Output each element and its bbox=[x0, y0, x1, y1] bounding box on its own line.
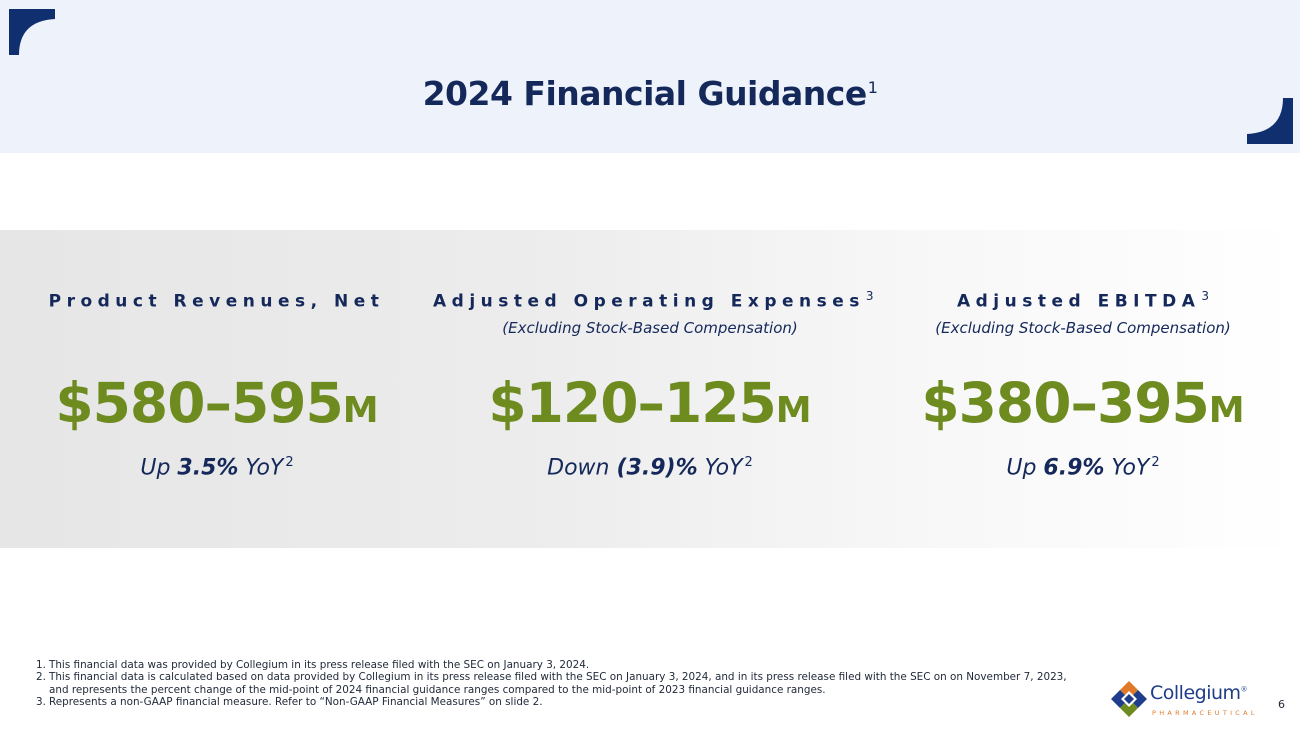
metric-change: Up 3.5% YoY 2 bbox=[140, 455, 294, 481]
metric-card-adjusted-ebitda: Adjusted EBITDA3 (Excluding Stock-Based … bbox=[866, 230, 1300, 548]
collegium-diamond-logo-icon bbox=[1111, 681, 1147, 717]
metric-title: Product Revenues, Net bbox=[48, 291, 385, 312]
metric-value: $580–595M bbox=[55, 371, 379, 435]
metric-change: Down (3.9)% YoY 2 bbox=[547, 455, 753, 481]
guidance-band: Product Revenues, Net $580–595M Up 3.5% … bbox=[0, 230, 1300, 548]
page-number: 6 bbox=[1278, 698, 1285, 711]
metric-card-product-revenues: Product Revenues, Net $580–595M Up 3.5% … bbox=[0, 230, 434, 548]
metric-value: $120–125M bbox=[488, 371, 812, 435]
corner-bracket-bottom-right-icon bbox=[1247, 98, 1293, 144]
metric-change: Up 6.9% YoY 2 bbox=[1006, 455, 1160, 481]
logo-tagline: PHARMACEUTICAL bbox=[1152, 709, 1258, 717]
footnotes: 1. This financial data was provided by Co… bbox=[36, 659, 1086, 709]
company-logo: Collegium® PHARMACEUTICAL bbox=[1111, 681, 1255, 719]
footnote-item: 3. Represents a non-GAAP financial measur… bbox=[36, 696, 543, 709]
header-band: 2024 Financial Guidance1 bbox=[0, 0, 1300, 153]
footnote-item: 2. This financial data is calculated base… bbox=[36, 671, 1067, 696]
metric-subtitle: (Excluding Stock-Based Compensation) bbox=[502, 319, 798, 337]
footnote-item: 1. This financial data was provided by Co… bbox=[36, 659, 590, 671]
metric-subtitle: (Excluding Stock-Based Compensation) bbox=[935, 319, 1231, 337]
logo-wordmark: Collegium® bbox=[1150, 682, 1248, 704]
metric-title: Adjusted Operating Expenses3 bbox=[433, 289, 874, 312]
metric-title: Adjusted EBITDA3 bbox=[956, 289, 1210, 312]
corner-bracket-top-left-icon bbox=[9, 9, 55, 55]
metric-value: $380–395M bbox=[921, 371, 1245, 435]
metric-card-adjusted-operating-expenses: Adjusted Operating Expenses3 (Excluding … bbox=[433, 230, 874, 548]
title-footnote-marker: 1 bbox=[867, 78, 878, 97]
page-title: 2024 Financial Guidance1 bbox=[422, 74, 878, 113]
